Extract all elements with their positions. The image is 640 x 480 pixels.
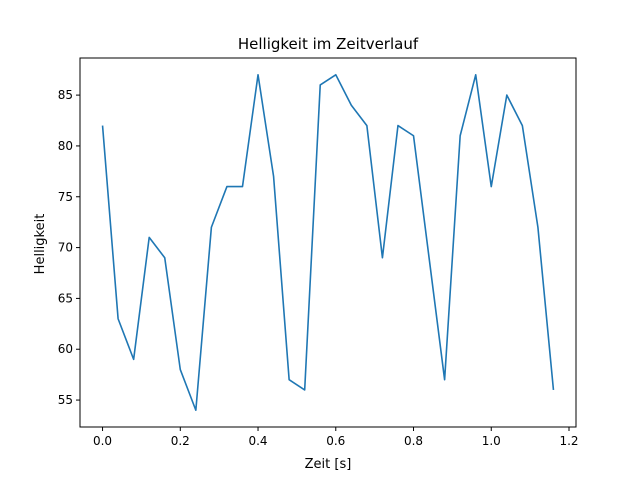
y-tick-label: 80 [58,139,73,153]
x-axis: 0.0 0.2 0.4 0.6 0.8 1.0 1.2 [93,427,579,448]
y-tick-label: 55 [58,393,73,407]
chart-title: Helligkeit im Zeitverlauf [238,35,419,53]
data-point [349,103,354,108]
data-point [380,255,385,260]
data-point [364,123,369,128]
data-point [427,255,432,260]
data-point [333,72,338,77]
data-point [395,123,400,128]
data-point [147,235,152,240]
data-point [442,377,447,382]
data-point [551,387,556,392]
x-tick-label: 1.0 [482,434,501,448]
data-point [287,377,292,382]
series-layer [100,72,556,413]
data-point [131,357,136,362]
data-point [504,93,509,98]
plot-frame [79,57,577,428]
data-point [411,133,416,138]
x-tick-label: 1.2 [559,434,578,448]
data-point [489,184,494,189]
x-tick-label: 0.2 [171,434,190,448]
data-point [116,316,121,321]
x-tick-label: 0.4 [248,434,267,448]
data-point [473,72,478,77]
data-point [520,123,525,128]
data-point [535,225,540,230]
data-point [100,123,105,128]
series-line-0 [101,73,555,412]
y-tick-label: 85 [58,88,73,102]
y-axis-label: Helligkeit [33,214,48,275]
data-point [271,174,276,179]
data-point [224,184,229,189]
y-tick-label: 75 [58,190,73,204]
data-point [178,367,183,372]
data-point [162,255,167,260]
data-point [302,387,307,392]
data-point [240,184,245,189]
y-tick-label: 70 [58,241,73,255]
data-point [209,225,214,230]
x-tick-label: 0.0 [93,434,112,448]
y-axis: 55 60 65 70 75 80 85 [58,88,80,407]
plot-area [79,57,577,428]
x-tick-label: 0.8 [404,434,423,448]
x-tick-label: 0.6 [326,434,345,448]
data-point [458,133,463,138]
y-tick-label: 65 [58,291,73,305]
data-point [193,408,198,413]
y-tick-label: 60 [58,342,73,356]
x-axis-label: Zeit [s] [305,457,352,472]
data-point [256,72,261,77]
data-point [318,82,323,87]
